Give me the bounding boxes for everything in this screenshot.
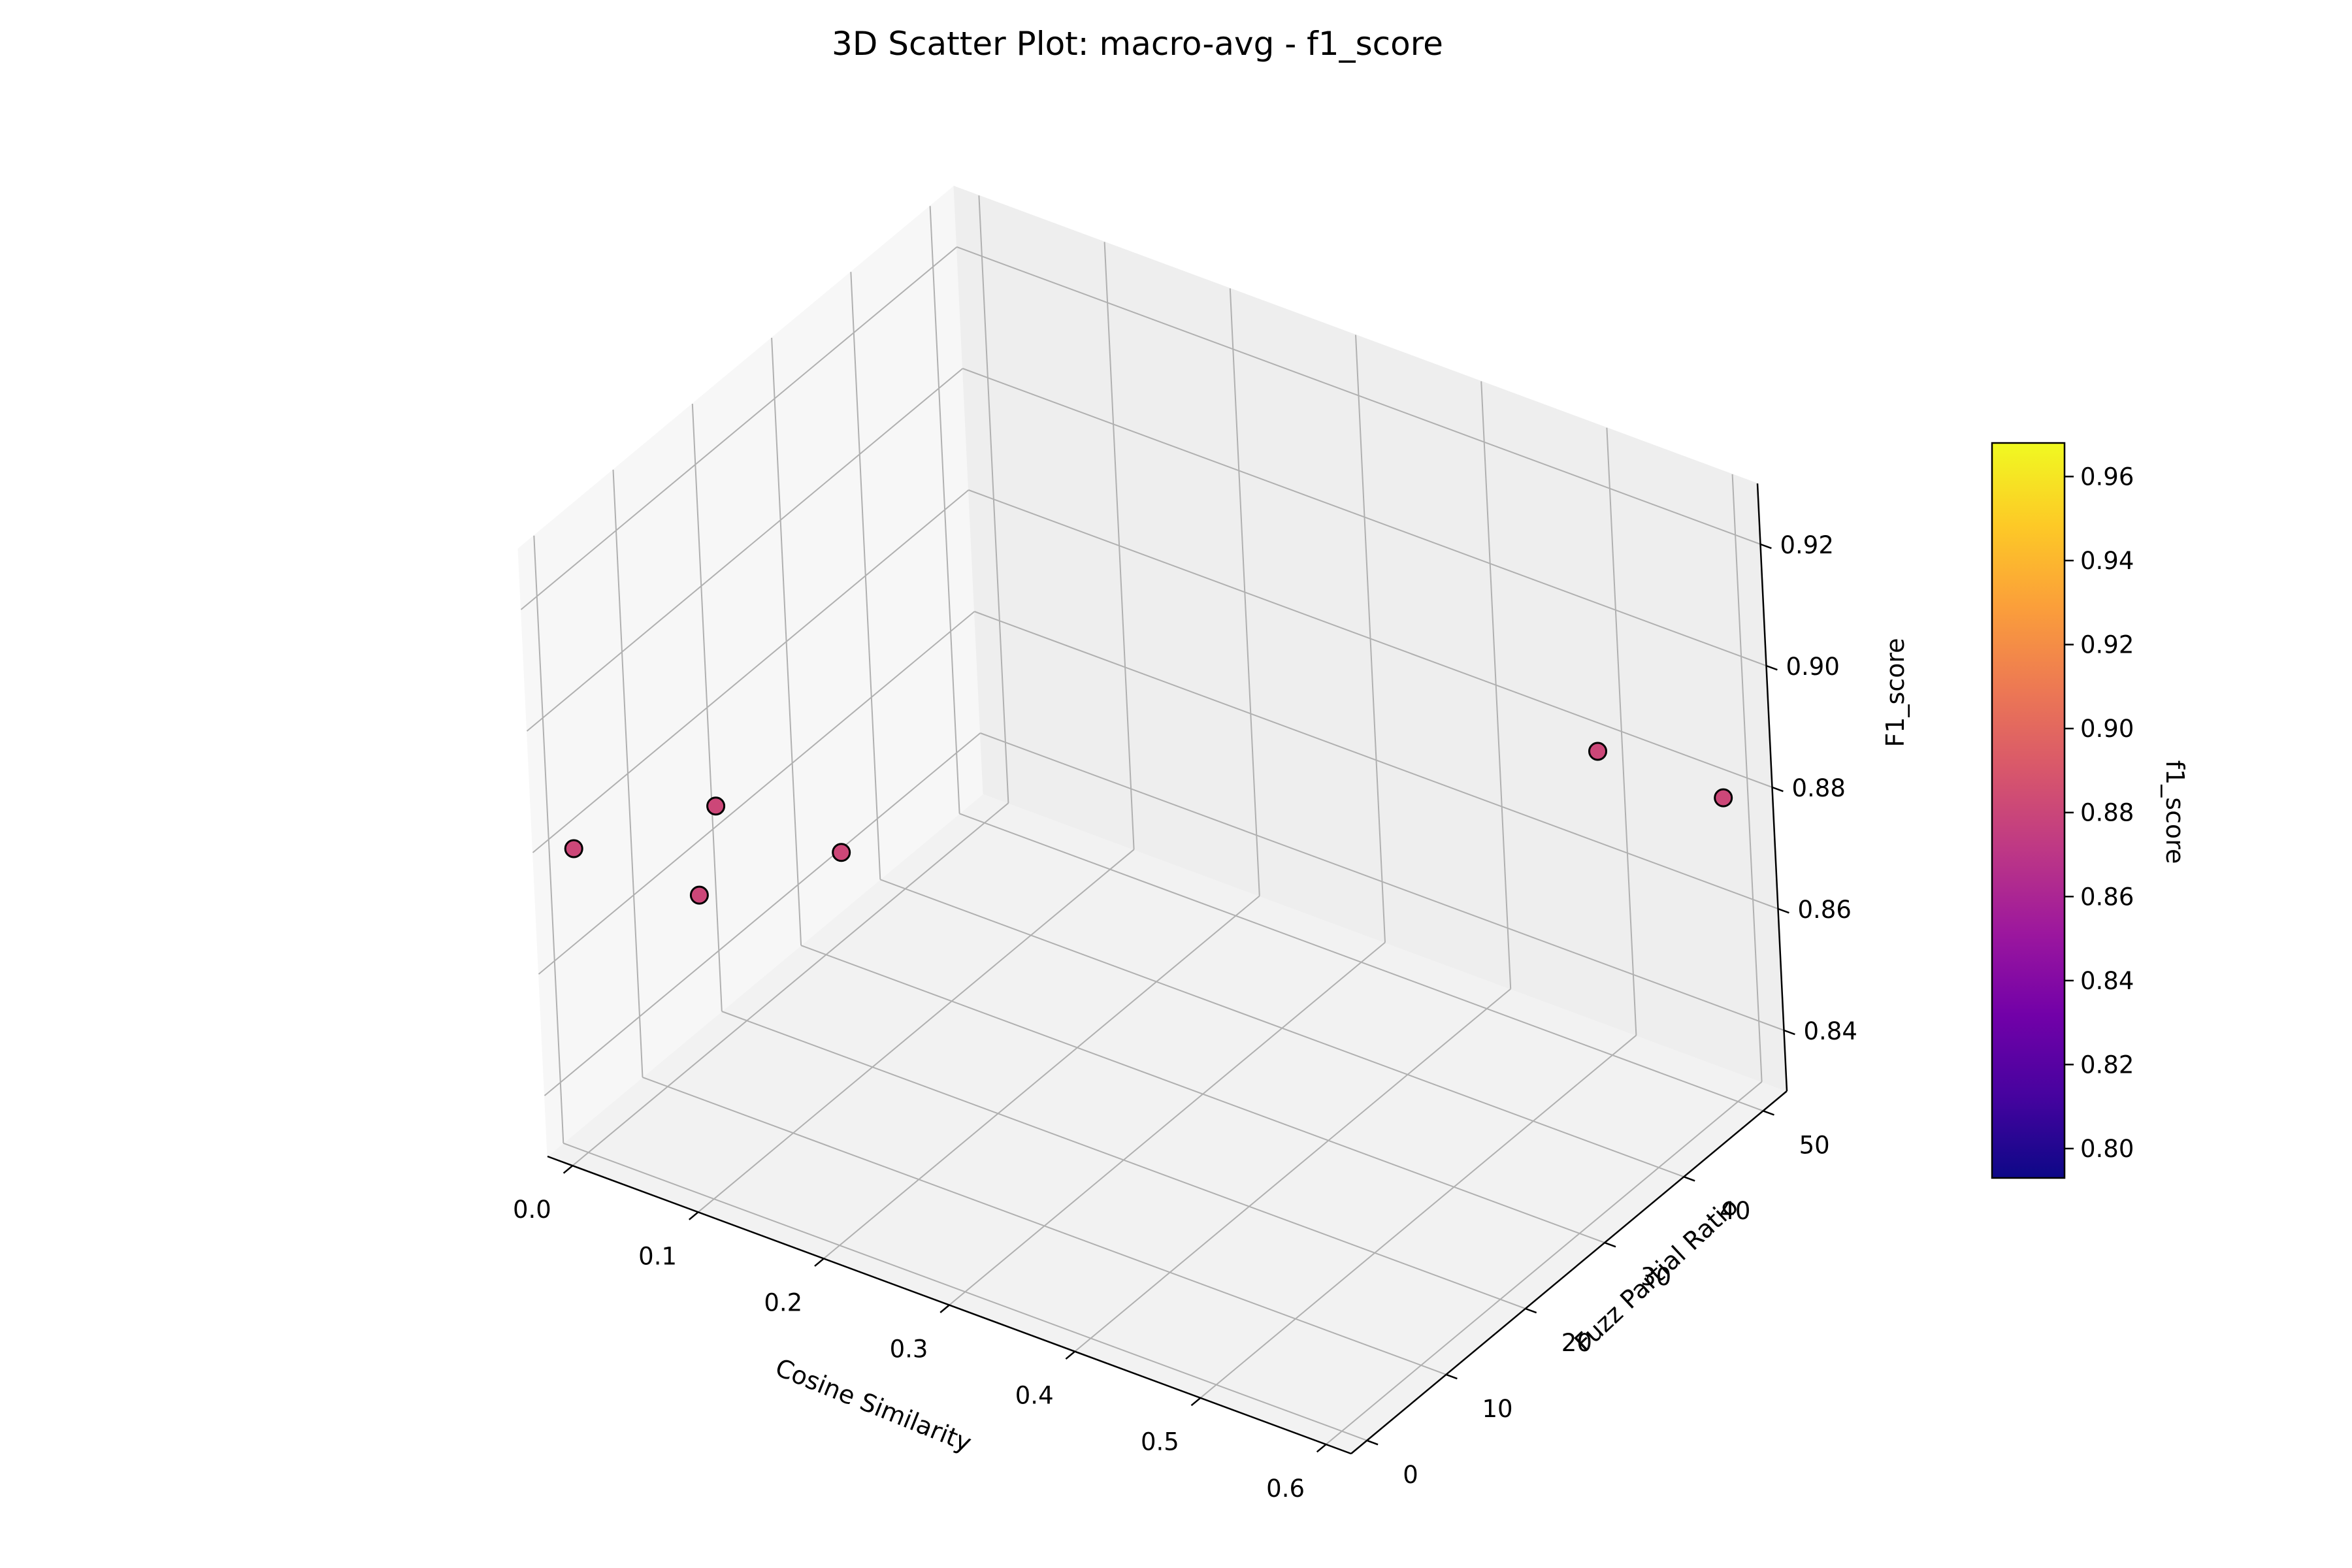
chart-title: 3D Scatter Plot: macro-avg - f1_score bbox=[832, 25, 1443, 63]
y-tick-mark bbox=[1683, 1176, 1695, 1182]
tick-marks: 0.0 0.1 0.2 0.3 0.4 0.5 0.6 0 10 20 30 40 50 0.84 0.86… bbox=[513, 531, 1857, 1503]
x-tick-mark bbox=[1065, 1350, 1076, 1360]
z-gridline-back bbox=[974, 611, 1778, 909]
z-gridline-back bbox=[956, 246, 1761, 545]
y-tick-mark bbox=[1763, 1110, 1774, 1116]
y-tick-label: 40 bbox=[1720, 1197, 1750, 1225]
y-tick-mark bbox=[1366, 1439, 1379, 1446]
colorbar-tick-label: 0.96 bbox=[2080, 463, 2134, 491]
x-gridline-floor bbox=[1074, 988, 1511, 1352]
y-tick-label: 50 bbox=[1799, 1131, 1830, 1159]
z-tick-mark bbox=[1760, 543, 1772, 549]
colorbar-label: f1_score bbox=[2161, 760, 2189, 864]
y-tick-label: 10 bbox=[1482, 1395, 1513, 1423]
z-tick-label: 0.86 bbox=[1798, 896, 1852, 924]
colorbar-tick-label: 0.86 bbox=[2080, 883, 2134, 911]
x-gridline-floor bbox=[1325, 1081, 1763, 1445]
y-gridline-floor bbox=[563, 1142, 1367, 1441]
colorbar-tick-label: 0.92 bbox=[2080, 631, 2134, 659]
x-tick-mark bbox=[563, 1165, 574, 1174]
colorbar: 0.80 0.82 0.84 0.86 0.88 0.90 0.92 0.94 0.96 bbox=[1991, 442, 2134, 1179]
z-tick-label: 0.90 bbox=[1786, 653, 1840, 681]
x-gridline-floor bbox=[1200, 1034, 1637, 1399]
data-point bbox=[832, 843, 851, 862]
y-gridline-floor bbox=[879, 879, 1684, 1178]
x-gridline-floor bbox=[949, 941, 1386, 1306]
x-gridline-floor bbox=[572, 802, 1009, 1166]
z-axis-label: F1_score bbox=[1881, 638, 1910, 747]
colorbar-tick-label: 0.94 bbox=[2080, 547, 2134, 575]
x-tick-label: 0.3 bbox=[890, 1335, 928, 1364]
data-point bbox=[1714, 788, 1733, 808]
x-gridline-floor bbox=[697, 849, 1135, 1213]
y-gridline-floor bbox=[959, 813, 1763, 1112]
colorbar-gradient bbox=[1991, 442, 2066, 1179]
z-gridline-side bbox=[544, 732, 981, 1096]
x-tick-mark bbox=[1316, 1443, 1327, 1453]
x-tick-label: 0.6 bbox=[1266, 1475, 1305, 1503]
data-point bbox=[706, 796, 726, 816]
z-tick-mark bbox=[1772, 786, 1784, 792]
axis-panes bbox=[517, 185, 1788, 1454]
x-tick-label: 0.1 bbox=[638, 1242, 677, 1270]
x-tick-label: 0.5 bbox=[1141, 1428, 1179, 1456]
x-axis-label: Cosine Similarity bbox=[772, 1353, 976, 1458]
y-gridline-floor bbox=[721, 1011, 1526, 1309]
y-tick-mark bbox=[1604, 1241, 1616, 1248]
z-gridline-side bbox=[520, 246, 958, 610]
y-axis-line bbox=[1350, 1090, 1788, 1454]
x-tick-label: 0.0 bbox=[513, 1196, 551, 1224]
x-tick-mark bbox=[939, 1304, 950, 1313]
x-tick-label: 0.2 bbox=[764, 1288, 802, 1316]
data-points bbox=[564, 742, 1733, 905]
z-gridline-side bbox=[532, 489, 970, 853]
y-tick-mark bbox=[1446, 1373, 1458, 1380]
z-gridline-back bbox=[968, 489, 1772, 788]
y-gridline-floor bbox=[800, 945, 1605, 1244]
z-gridline-back bbox=[962, 368, 1767, 666]
y-tick-label: 20 bbox=[1561, 1329, 1592, 1357]
colorbar-tick-label: 0.88 bbox=[2080, 799, 2134, 827]
data-point bbox=[689, 885, 709, 905]
z-tick-mark bbox=[1766, 664, 1778, 671]
x-tick-label: 0.4 bbox=[1015, 1382, 1054, 1410]
gridlines bbox=[520, 195, 1784, 1445]
z-tick-mark bbox=[1784, 1029, 1795, 1036]
z-tick-label: 0.84 bbox=[1804, 1017, 1857, 1045]
z-tick-label: 0.88 bbox=[1792, 774, 1846, 802]
x-tick-mark bbox=[814, 1258, 825, 1267]
y-tick-label: 30 bbox=[1641, 1263, 1671, 1291]
data-point bbox=[564, 839, 583, 858]
colorbar-tick-label: 0.90 bbox=[2080, 715, 2134, 743]
y-tick-label: 0 bbox=[1403, 1461, 1418, 1489]
z-gridline-side bbox=[538, 611, 975, 975]
z-gridline-back bbox=[980, 732, 1784, 1031]
y-gridline-floor bbox=[642, 1076, 1446, 1375]
x-tick-mark bbox=[1190, 1397, 1201, 1407]
colorbar-tick-label: 0.84 bbox=[2080, 967, 2134, 995]
z-gridline-side bbox=[526, 368, 964, 732]
x-gridline-floor bbox=[823, 895, 1260, 1260]
z-tick-label: 0.92 bbox=[1780, 531, 1834, 559]
colorbar-tick-label: 0.80 bbox=[2080, 1135, 2134, 1163]
data-point bbox=[1588, 742, 1607, 761]
x-tick-mark bbox=[688, 1211, 699, 1220]
colorbar-tick-label: 0.82 bbox=[2080, 1051, 2134, 1079]
y-tick-mark bbox=[1525, 1307, 1537, 1314]
z-tick-mark bbox=[1778, 907, 1789, 914]
